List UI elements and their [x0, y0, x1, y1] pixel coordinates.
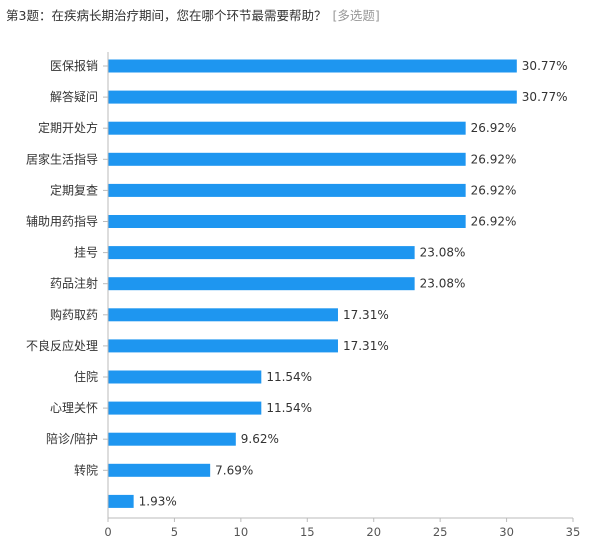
bar: [108, 401, 262, 415]
category-label: 定期复查: [50, 182, 98, 197]
category-label: 转院: [74, 462, 98, 477]
bar: [108, 463, 211, 477]
value-label: 9.62%: [241, 432, 279, 446]
bar: [108, 370, 262, 384]
question-text: 第3题：在疾病长期治疗期间，您在哪个环节最需要帮助？: [6, 8, 327, 23]
bar: [108, 59, 517, 73]
category-label: 挂号: [74, 246, 98, 260]
value-label: 11.54%: [266, 401, 312, 415]
bar: [108, 215, 466, 228]
value-label: 26.92%: [471, 183, 517, 197]
bar: [108, 90, 517, 104]
x-tick-label: 5: [171, 525, 178, 539]
value-label: 26.92%: [471, 215, 517, 229]
x-tick-label: 35: [566, 525, 581, 539]
x-tick-label: 30: [499, 525, 514, 539]
bar: [108, 432, 236, 446]
value-label: 30.77%: [522, 59, 568, 73]
x-tick-label: 15: [300, 525, 315, 539]
category-label: 辅助用药指导: [26, 214, 98, 229]
category-label: 解答疑问: [50, 89, 98, 104]
value-label: 1.93%: [139, 494, 177, 508]
value-label: 26.92%: [471, 121, 517, 135]
bar: [108, 494, 134, 508]
value-label: 17.31%: [343, 339, 389, 353]
x-tick-label: 25: [433, 525, 448, 539]
value-label: 11.54%: [266, 370, 312, 384]
bar: [108, 277, 415, 291]
value-label: 26.92%: [471, 152, 517, 166]
x-tick-label: 20: [366, 525, 381, 539]
question-type-tag: [多选题]: [332, 8, 380, 23]
bar: [108, 308, 338, 322]
category-label: 住院: [74, 370, 98, 384]
category-label: 居家生活指导: [26, 151, 98, 166]
x-tick-label: 10: [234, 525, 249, 539]
category-label: 不良反应处理: [26, 338, 98, 353]
category-label: 心理关怀: [50, 401, 98, 415]
category-label: 医保报销: [50, 58, 98, 73]
category-label: 定期开处方: [38, 120, 98, 135]
value-label: 30.77%: [522, 90, 568, 104]
category-label: 购药取药: [50, 307, 98, 322]
value-label: 17.31%: [343, 308, 389, 322]
value-label: 23.08%: [420, 246, 466, 260]
x-tick-label: 0: [104, 525, 111, 539]
question-title: 第3题：在疾病长期治疗期间，您在哪个环节最需要帮助？ [多选题]: [6, 5, 380, 24]
value-label: 23.08%: [420, 277, 466, 291]
bar: [108, 246, 415, 260]
value-label: 7.69%: [215, 463, 253, 477]
category-label: 药品注射: [50, 276, 98, 291]
bar: [108, 183, 466, 197]
category-label: 陪诊/陪护: [46, 431, 98, 446]
bar: [108, 152, 466, 166]
bar: [108, 339, 338, 353]
bar: [108, 121, 466, 135]
